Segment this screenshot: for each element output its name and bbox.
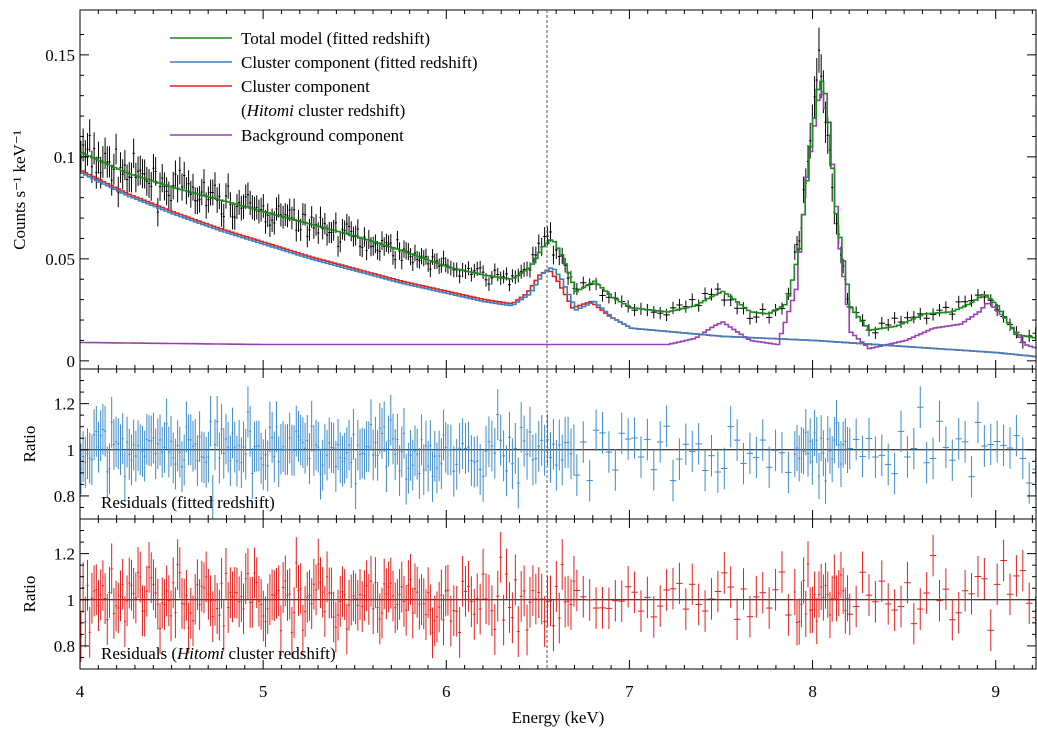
spectrum-axes-frame [79, 9, 1037, 370]
legend-label: Background component [241, 126, 404, 145]
x-tick-label: 8 [808, 682, 817, 701]
residuals-hitomi-ylabel: Ratio [20, 576, 39, 613]
legend: Total model (fitted redshift) Cluster com… [170, 29, 478, 145]
x-tick-label: 5 [259, 682, 268, 701]
y-tick-label: 0.8 [54, 487, 75, 506]
residuals-hitomi-points [80, 531, 1036, 662]
x-tick-label: 7 [625, 682, 634, 701]
model-curve [80, 172, 1036, 358]
legend-label-line2: (Hitomi cluster redshift) [241, 101, 405, 120]
spectrum-panel: 0 0.05 0.1 0.15 Counts s⁻¹ keV⁻¹ Total mode… [10, 9, 1037, 371]
spectrum-axis-ticks: 0 0.05 0.1 0.15 [45, 10, 1036, 371]
y-tick-label: 0.15 [45, 46, 75, 65]
residuals-hitomi-frame [79, 518, 1037, 670]
y-tick-label: 1 [67, 591, 76, 610]
x-axis-label: Energy (keV) [512, 708, 605, 727]
model-curve [80, 80, 1036, 339]
residuals-fitted-panel: 0.8 1 1.2 Ratio Residuals (fitted redshift… [20, 368, 1037, 520]
x-tick-label: 6 [442, 682, 451, 701]
residuals-hitomi-panel: 0.8 1 1.2 Ratio Residuals (Hitomi cluster … [20, 518, 1037, 670]
legend-label: Total model (fitted redshift) [241, 29, 430, 48]
y-tick-label: 1.2 [54, 545, 75, 564]
residuals-hitomi-label: Residuals (Hitomi cluster redshift) [101, 644, 336, 663]
residuals-fitted-axis-ticks: 0.8 1 1.2 [54, 369, 1036, 519]
model-curves [80, 80, 1036, 358]
legend-label: Cluster component (fitted redshift) [241, 53, 478, 72]
y-tick-label: 1 [67, 441, 76, 460]
y-tick-label: 1.2 [54, 395, 75, 414]
x-tick-label: 4 [76, 682, 85, 701]
y-tick-label: 0.8 [54, 637, 75, 656]
residuals-fitted-label: Residuals (fitted redshift) [101, 493, 275, 512]
x-tick-labels: 4 5 6 7 8 9 [76, 682, 1000, 701]
y-tick-label: 0 [67, 352, 76, 371]
x-tick-label: 9 [991, 682, 1000, 701]
model-curve [80, 93, 1036, 350]
residuals-fitted-ylabel: Ratio [20, 426, 39, 463]
legend-label: Cluster component [241, 77, 370, 96]
y-tick-label: 0.1 [54, 148, 75, 167]
spectrum-data-points [80, 27, 1036, 349]
y-tick-label: 0.05 [45, 250, 75, 269]
spectrum-ylabel: Counts s⁻¹ keV⁻¹ [10, 130, 29, 250]
model-curve [80, 170, 1036, 358]
residuals-hitomi-axis-ticks: 0.8 1 1.2 [54, 519, 1036, 669]
